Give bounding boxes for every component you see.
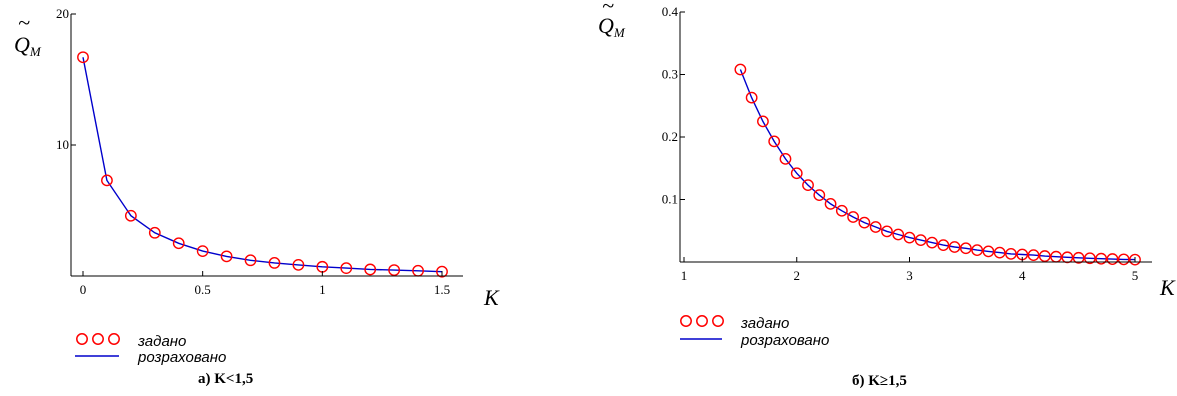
chart-a-given-point — [196, 245, 209, 258]
chart-b-given-point — [1061, 251, 1074, 264]
chart-b-given-point — [881, 225, 893, 238]
chart-b-given-point — [858, 216, 871, 229]
chart-b-x-tick-label: 1 — [681, 268, 688, 283]
chart-b-x-label: K — [1159, 275, 1176, 300]
chart-b-y-tick-label: 0.1 — [662, 192, 678, 207]
chart-b-given-point — [802, 179, 814, 192]
chart-b-given-point — [768, 135, 781, 148]
chart-b-legend-marker — [696, 315, 708, 327]
chart-a-given-point — [244, 254, 257, 267]
chart-b: 1 2 3 4 5 0.1 0.2 0.3 0.4 QM ~ K задано розрахов… — [598, 0, 1176, 389]
chart-a-given-point — [364, 263, 377, 276]
chart-b-legend: задано розраховано — [680, 315, 829, 349]
chart-b-legend-label-given: задано — [740, 315, 789, 332]
chart-b-x-tick-label: 5 — [1132, 268, 1139, 283]
chart-b-given-point — [1038, 250, 1051, 262]
chart-a-legend-markers — [76, 333, 120, 345]
chart-a-given-point — [436, 265, 448, 278]
chart-b-y-tick-label: 0.2 — [662, 129, 678, 144]
chart-b-given-point — [847, 211, 860, 223]
chart-b-legend-marker — [680, 315, 692, 327]
chart-b-given-point — [1005, 247, 1017, 260]
chart-b-legend-markers — [680, 315, 724, 327]
chart-b-x-tick-label: 4 — [1019, 268, 1026, 283]
chart-a-legend: задано розраховано — [75, 333, 226, 366]
chart-b-y-tick-label: 0.3 — [662, 67, 678, 82]
chart-a: 0 0.5 1 1.5 10 20 QM ~ K задано розраховано а… — [14, 6, 500, 387]
chart-b-given-point — [903, 231, 916, 244]
chart-b-given-point — [757, 115, 769, 128]
chart-b-given-point — [926, 236, 938, 249]
chart-a-given-point — [388, 264, 401, 277]
chart-b-given-point — [1129, 253, 1141, 266]
chart-a-given-point — [77, 51, 89, 64]
chart-a-x-tick-label: 1.5 — [434, 282, 450, 297]
chart-a-legend-label-given: задано — [137, 333, 186, 350]
chart-a-given-point — [340, 262, 353, 275]
chart-a-given-point — [148, 226, 161, 239]
chart-b-given-point — [892, 228, 905, 241]
chart-a-legend-label-computed: розраховано — [137, 349, 226, 366]
chart-a-given-point — [220, 250, 233, 263]
chart-b-given-point — [982, 245, 995, 258]
chart-b-y-label-tilde: ~ — [602, 0, 614, 18]
chart-b-legend-label-computed: розраховано — [740, 332, 829, 349]
chart-b-y-tick-label: 0.4 — [662, 4, 679, 19]
chart-a-y-label-tilde: ~ — [18, 10, 30, 35]
chart-b-caption: б) K≥1,5 — [852, 373, 907, 389]
chart-b-given-point — [914, 234, 927, 247]
chart-b-given-point — [745, 91, 758, 104]
chart-b-given-point — [779, 152, 792, 165]
chart-a-given-point — [172, 237, 185, 250]
chart-a-y-tick-label: 20 — [56, 6, 69, 21]
chart-b-x-tick-label: 3 — [906, 268, 913, 283]
chart-a-legend-marker — [92, 333, 104, 345]
chart-a-computed-line — [82, 57, 443, 273]
chart-b-given-point — [971, 244, 984, 257]
chart-a-x-tick-label: 1 — [319, 282, 326, 297]
chart-b-given-point — [1084, 252, 1096, 265]
chart-a-given-point — [292, 258, 305, 271]
chart-b-given-point — [959, 242, 972, 255]
chart-b-given-point — [824, 197, 837, 210]
chart-b-ticks: 1 2 3 4 5 0.1 0.2 0.3 0.4 — [662, 4, 1139, 283]
chart-b-given-point — [790, 167, 803, 180]
chart-a-y-label: QM — [14, 32, 42, 59]
chart-b-given-point — [993, 246, 1006, 259]
chart-a-given-point — [124, 209, 137, 222]
chart-a-legend-marker — [76, 333, 88, 345]
chart-b-x-tick-label: 2 — [794, 268, 801, 283]
chart-a-x-tick-label: 0.5 — [195, 282, 211, 297]
chart-a-y-tick-label: 10 — [56, 137, 69, 152]
chart-b-given-point — [734, 63, 747, 76]
chart-a-legend-marker — [108, 333, 120, 345]
chart-a-x-label: K — [483, 285, 500, 310]
chart-b-given-point — [1117, 253, 1130, 266]
chart-b-given-point — [1072, 251, 1085, 264]
chart-a-ticks: 0 0.5 1 1.5 10 20 — [56, 6, 450, 297]
chart-b-given-point — [813, 189, 826, 202]
chart-b-given-point — [835, 204, 848, 217]
chart-b-series — [734, 63, 1141, 266]
chart-b-y-label: QM — [598, 13, 626, 40]
chart-b-given-point — [948, 241, 961, 253]
chart-a-given-point — [268, 256, 281, 269]
chart-b-given-point — [1027, 249, 1040, 262]
chart-b-given-point — [1095, 252, 1108, 265]
chart-b-given-point — [937, 239, 950, 252]
chart-b-given-point — [1106, 253, 1119, 265]
chart-a-x-tick-label: 0 — [80, 282, 87, 297]
chart-a-given-point — [101, 174, 113, 187]
chart-b-given-point — [869, 221, 882, 233]
chart-b-computed-line — [739, 69, 1136, 261]
chart-a-caption: а) K<1,5 — [198, 371, 253, 387]
chart-a-series — [77, 51, 448, 278]
chart-b-legend-marker — [712, 315, 724, 327]
